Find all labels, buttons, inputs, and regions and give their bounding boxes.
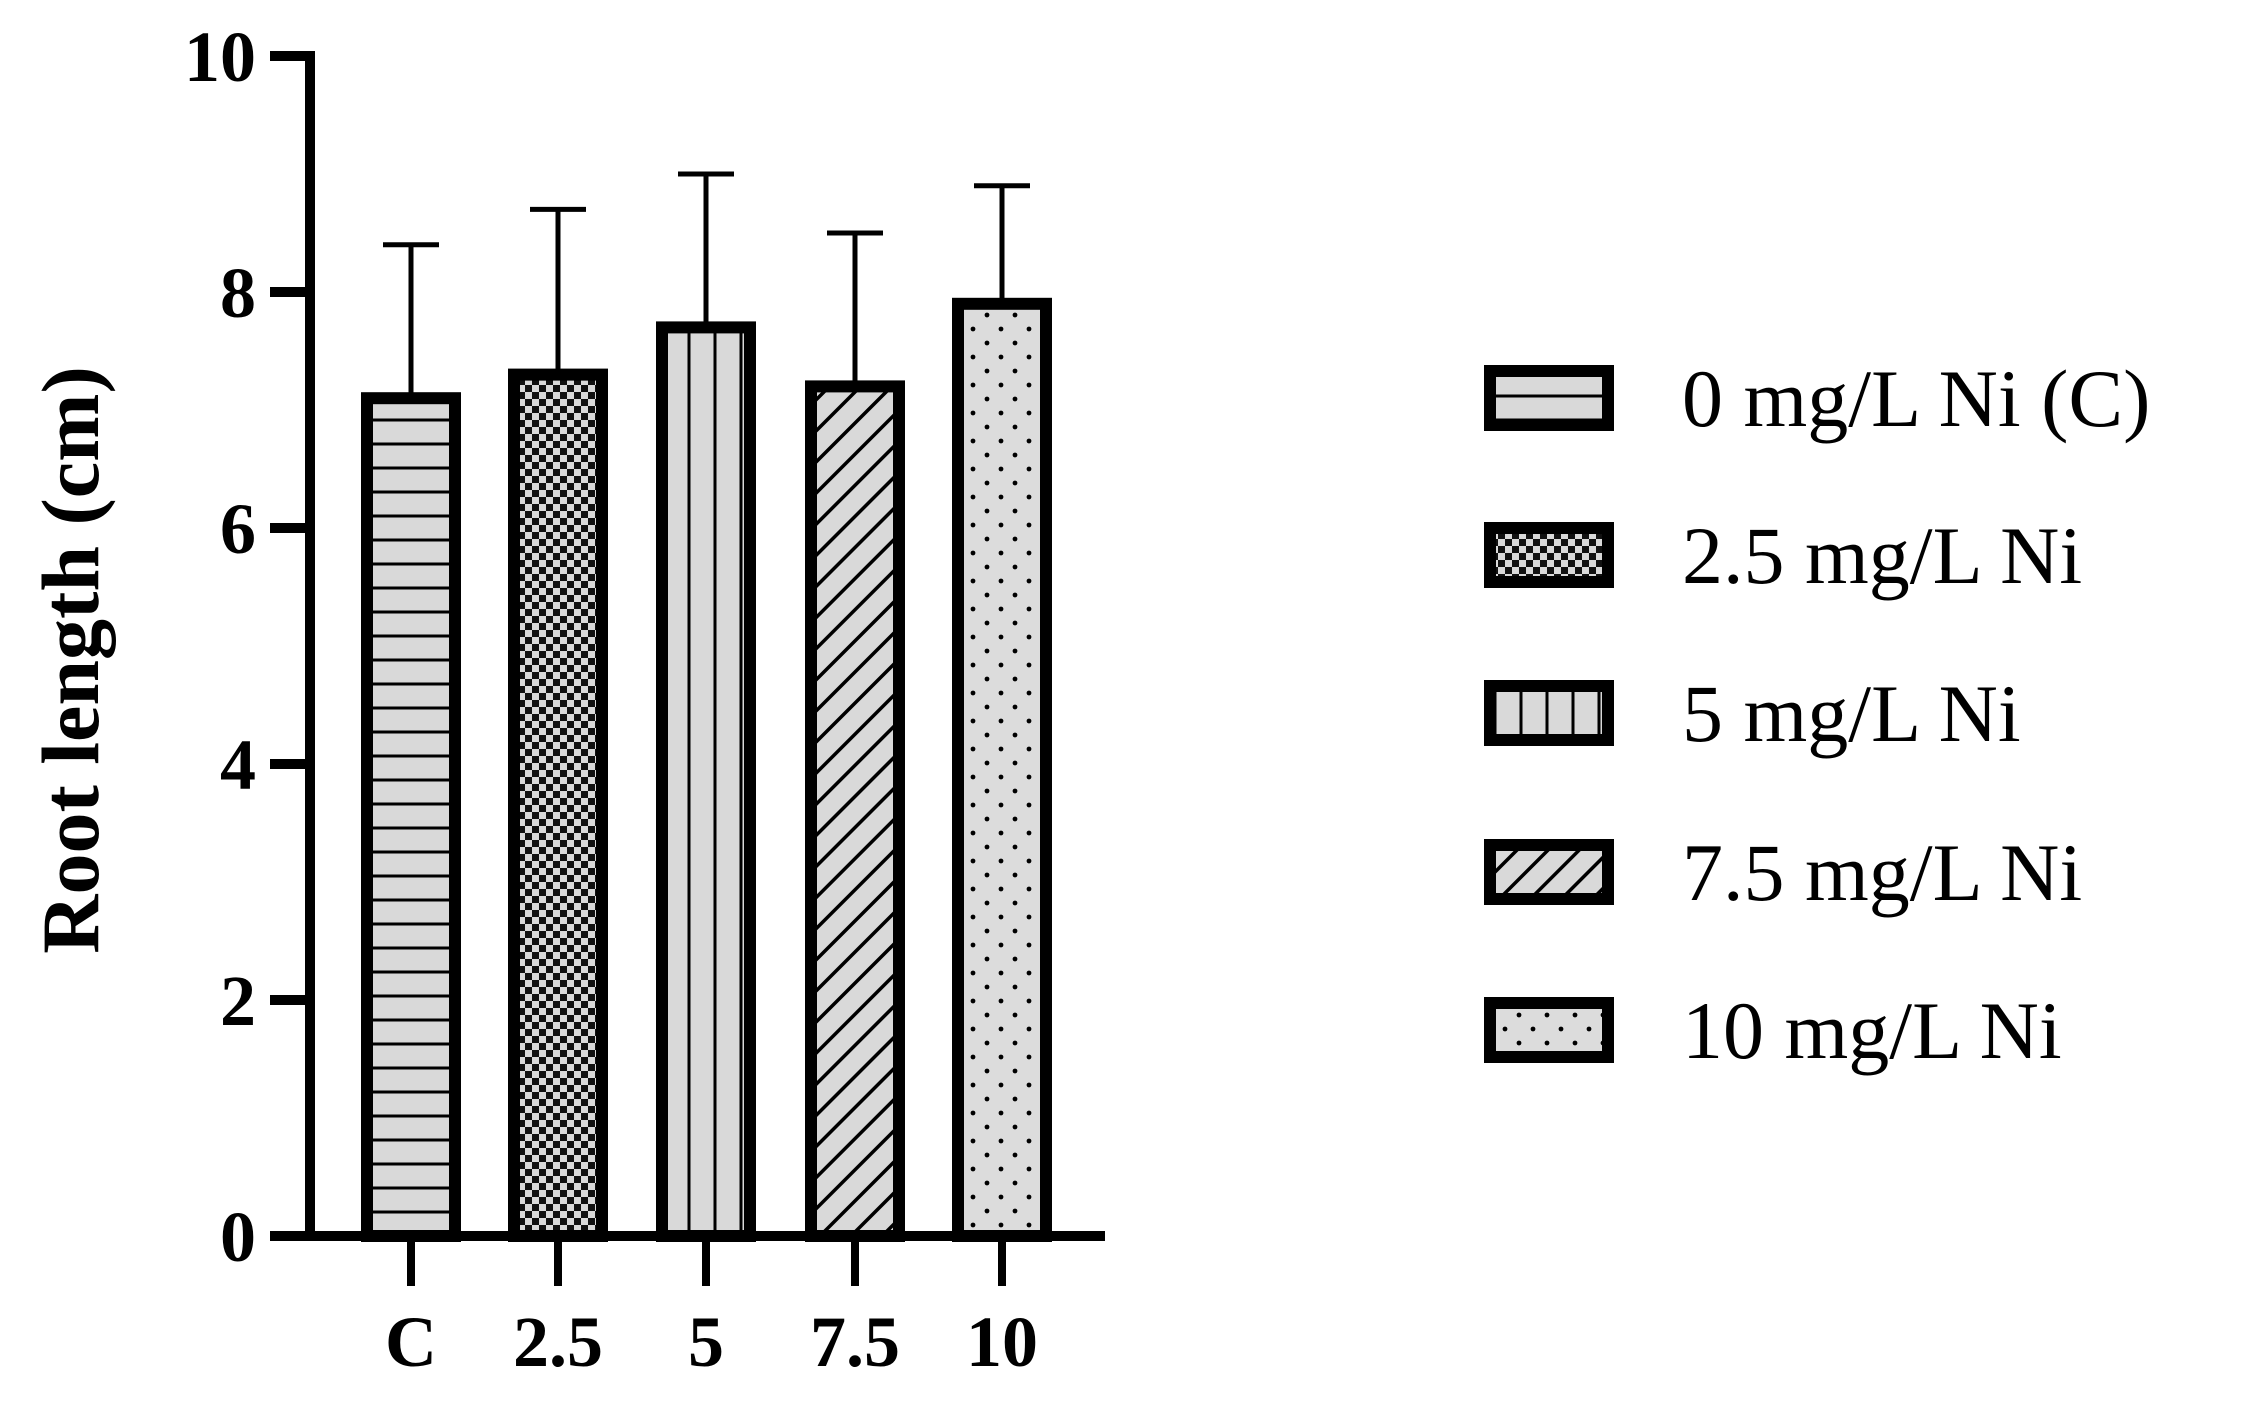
legend-label-5: 10 mg/L Ni bbox=[1682, 985, 2062, 1076]
x-tick-label: 7.5 bbox=[810, 1302, 900, 1382]
y-tick-label: 4 bbox=[220, 725, 256, 805]
x-tick-label: 10 bbox=[966, 1302, 1038, 1382]
y-tick-label: 6 bbox=[220, 489, 256, 569]
bar-1 bbox=[361, 392, 461, 1242]
legend-label-2: 2.5 mg/L Ni bbox=[1682, 510, 2082, 601]
legend-swatch-3 bbox=[1484, 680, 1614, 746]
y-tick-label: 10 bbox=[184, 17, 256, 97]
legend-swatch-1 bbox=[1484, 365, 1614, 431]
x-tick-label: 2.5 bbox=[513, 1302, 603, 1382]
y-tick-label: 8 bbox=[220, 253, 256, 333]
bar-3 bbox=[656, 321, 756, 1242]
legend-label-4: 7.5 mg/L Ni bbox=[1682, 827, 2082, 918]
bar-5 bbox=[952, 297, 1052, 1242]
bars bbox=[361, 171, 1052, 1243]
legend-label-3: 5 mg/L Ni bbox=[1682, 668, 2021, 759]
legend-swatch-2 bbox=[1484, 522, 1614, 588]
legend: 0 mg/L Ni (C) 2.5 mg/L Ni 5 mg/L Ni 7.5 mg/… bbox=[1484, 353, 2150, 1076]
y-axis: 0 2 4 6 8 10 bbox=[184, 17, 315, 1277]
x-tick-label: 5 bbox=[688, 1302, 724, 1382]
y-tick-label: 0 bbox=[220, 1197, 256, 1277]
bar-2 bbox=[508, 368, 608, 1243]
y-tick-label: 2 bbox=[220, 961, 256, 1041]
legend-swatch-4 bbox=[1484, 839, 1614, 905]
legend-label-1: 0 mg/L Ni (C) bbox=[1682, 353, 2150, 444]
x-axis: C 2.5 5 7.5 10 bbox=[305, 1231, 1105, 1382]
bar-4 bbox=[805, 380, 905, 1242]
y-axis-label: Root length (cm) bbox=[25, 366, 116, 954]
legend-swatch-5 bbox=[1484, 997, 1614, 1063]
x-tick-label: C bbox=[385, 1302, 437, 1382]
